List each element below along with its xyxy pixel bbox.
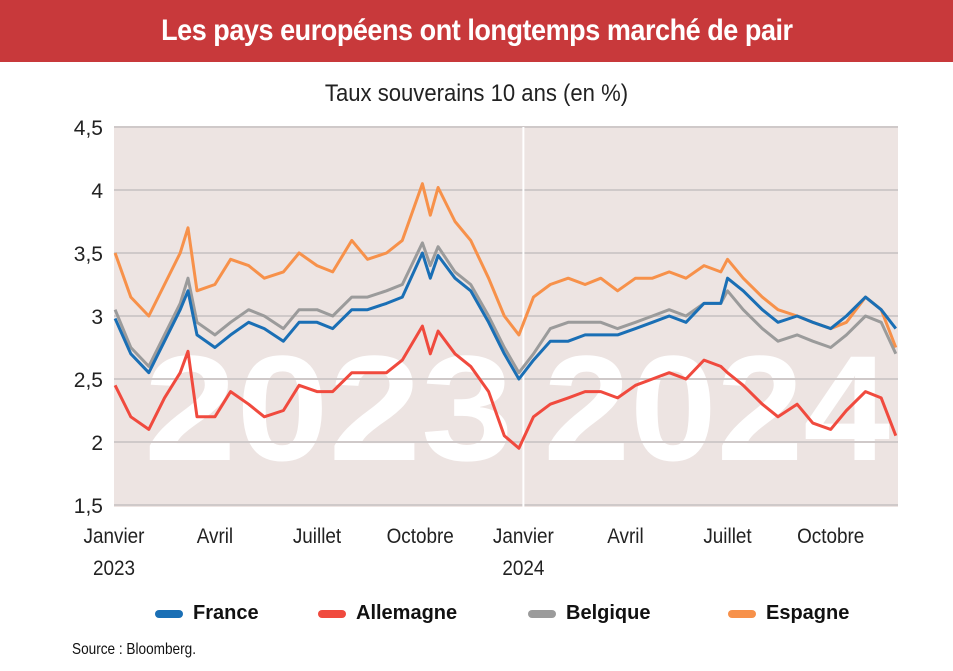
x-tick-label: Avril [197, 525, 233, 548]
x-tick-label: Juillet [703, 525, 752, 548]
y-tick-label: 3 [91, 306, 103, 329]
chart-title: Taux souverains 10 ans (en %) [324, 80, 629, 107]
legend-label: Allemagne [356, 602, 458, 624]
x-tick-label: Octobre [797, 525, 864, 548]
x-tick-label: Octobre [387, 525, 454, 548]
series-line-belgique [113, 241, 898, 375]
header-banner: Les pays européens ont longtemps marché … [0, 0, 953, 62]
legend-label: France [193, 602, 259, 624]
legend-label: Espagne [766, 602, 850, 624]
source-note: Source : Bloomberg. [72, 641, 196, 658]
legend: France Allemagne Belgique Espagne [0, 602, 953, 630]
legend-swatch [728, 609, 756, 618]
legend-swatch [155, 609, 183, 618]
legend-item-france: France [155, 602, 259, 625]
y-tick-label: 2,5 [74, 369, 103, 392]
legend-swatch [528, 609, 556, 618]
x-year-label: 2024 [502, 557, 544, 580]
legend-item-belgique: Belgique [528, 602, 650, 625]
x-tick-label: Janvier [493, 525, 554, 548]
legend-item-allemagne: Allemagne [318, 602, 457, 625]
legend-swatch [318, 609, 346, 618]
year-watermark: 2023 [144, 324, 513, 492]
y-tick-label: 4 [91, 180, 103, 203]
series-line-allemagne [113, 324, 898, 450]
y-tick-label: 2 [91, 432, 103, 455]
headline: Les pays européens ont longtemps marché … [160, 14, 793, 47]
x-tick-label: Janvier [84, 525, 145, 548]
x-tick-label: Juillet [293, 525, 342, 548]
y-tick-label: 4,5 [74, 117, 103, 140]
legend-label: Belgique [566, 602, 651, 624]
year-watermark: 2024 [543, 324, 890, 492]
y-tick-label: 1,5 [74, 495, 103, 518]
series-line-france [113, 251, 897, 381]
x-tick-label: Avril [607, 525, 643, 548]
y-tick-label: 3,5 [74, 243, 103, 266]
series-line-espagne [113, 182, 898, 349]
x-year-label: 2023 [93, 557, 135, 580]
legend-item-espagne: Espagne [728, 602, 849, 625]
